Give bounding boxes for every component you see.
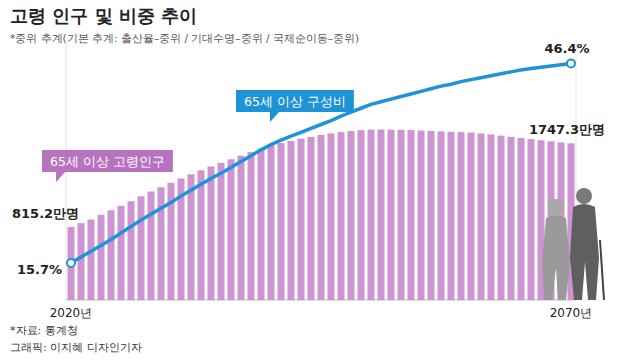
bar [368,130,375,300]
bar [418,131,425,300]
cane [600,240,604,300]
bar [238,156,245,300]
bar [98,215,105,300]
plot-area [67,59,575,300]
annotation: 그래픽: 이지혜 디자인기자 [10,341,142,354]
figure-head [576,188,592,204]
bar [458,132,465,300]
bar [208,167,215,300]
bar [118,206,125,300]
bar [268,145,275,300]
bar [128,201,135,300]
bar [448,132,455,300]
bar [218,163,225,300]
bar [328,133,335,300]
figure-head [548,199,564,215]
legend-pointer [56,171,66,182]
bar [108,210,115,300]
bar [488,134,495,300]
bar [358,130,365,300]
bar [498,136,505,300]
title: 고령 인구 및 비중 추이 [10,5,197,26]
figure-body [570,204,599,300]
bar [428,131,435,300]
chart: 고령 인구 및 비중 추이 *중위 추계(기본 추계: 출산율–중위 / 기대수명… [0,0,640,360]
bar [248,152,255,300]
legend-label: 65세 이상 구성비 [244,94,346,109]
bar [338,132,345,300]
legend-box [42,150,173,172]
bar [88,219,95,300]
bar [148,192,155,300]
bar [78,223,85,300]
bar [408,130,415,300]
bar [508,137,515,300]
bar [228,159,235,300]
legend-entry: 65세 이상 고령인구 [42,150,173,182]
labels: 815.2만명 1747.3만명 15.7% 46.4% [12,41,605,277]
subtitle: *중위 추계(기본 추계: 출산율–중위 / 기대수명–중위 / 국제순이동–중… [10,32,359,44]
bar [308,137,315,300]
legend-entry: 65세 이상 구성비 [236,90,354,122]
bar [388,130,395,300]
x-tick-label: 2020년 [50,306,93,320]
bar [478,133,485,300]
data-label: 1747.3만명 [529,122,605,137]
marker [67,259,75,267]
bar [518,138,525,300]
bar [298,139,305,300]
bar [278,143,285,300]
bar [348,131,355,300]
figure-body [542,215,570,300]
legend-box [236,90,354,112]
bar [378,129,385,300]
data-label: 15.7% [17,262,62,277]
bar [398,130,405,300]
bar [438,131,445,300]
marker [567,59,575,67]
bar [198,170,205,300]
legend-label: 65세 이상 고령인구 [50,154,165,169]
annotation: *자료: 통계청 [10,324,78,337]
bar [138,196,145,300]
bar [528,139,535,300]
bar [288,141,295,300]
bar [68,227,75,300]
legend-pointer [270,111,280,122]
x-tick-label: 2070년 [550,306,593,320]
bar [318,135,325,300]
data-label: 46.4% [544,41,589,56]
bar [258,149,265,300]
illustration [542,188,604,300]
bar [468,133,475,300]
bar [158,187,165,300]
data-label: 815.2만명 [12,206,79,221]
